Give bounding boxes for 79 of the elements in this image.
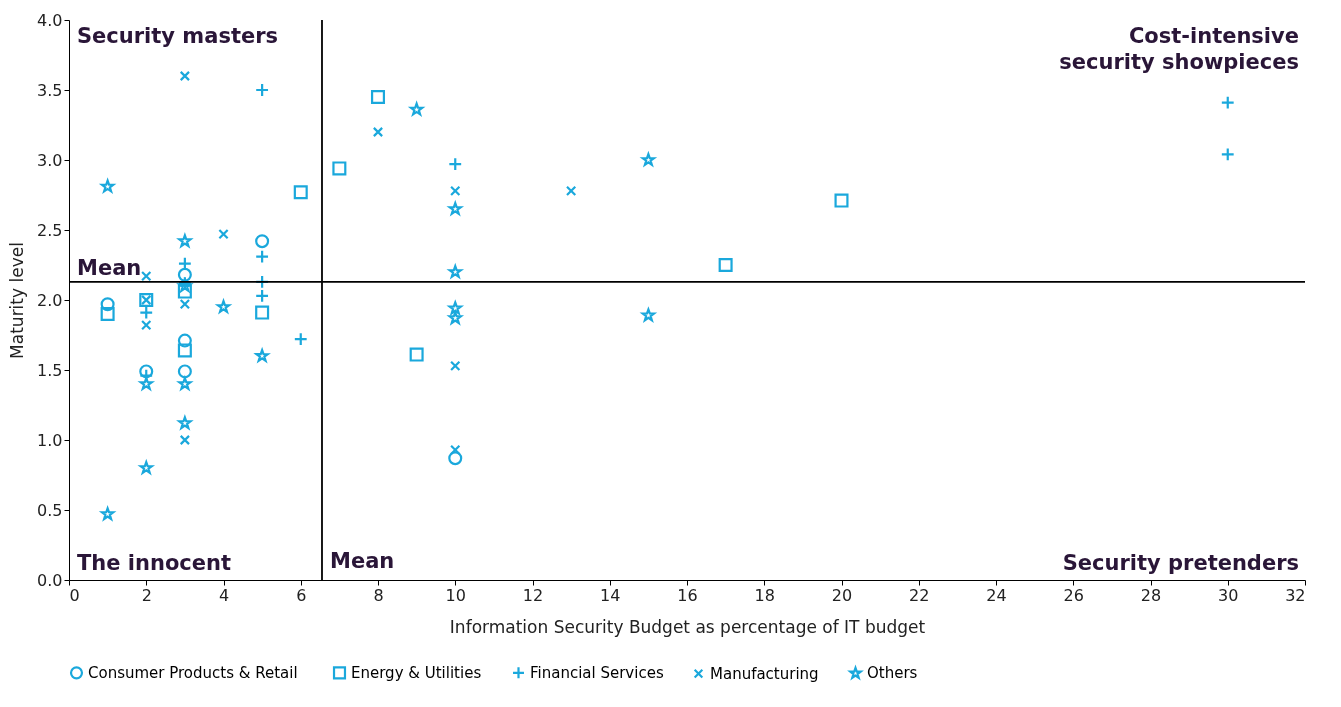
x-tick-label: 8 xyxy=(373,585,384,605)
point xyxy=(446,309,464,326)
point xyxy=(177,343,192,358)
y-tick-label: 3.0 xyxy=(37,150,63,170)
x-axis-title: Information Security Budget as percentage of IT budget xyxy=(449,616,926,637)
point xyxy=(718,257,733,273)
point xyxy=(255,234,270,249)
x-tick-label: 28 xyxy=(1140,585,1162,605)
point xyxy=(177,364,192,379)
point xyxy=(332,161,347,176)
point xyxy=(99,177,117,194)
point xyxy=(100,297,115,312)
annotation: Cost-intensive security showpieces xyxy=(1059,24,1299,74)
x-tick-label: 18 xyxy=(754,585,775,605)
x-tick-label: 12 xyxy=(522,585,544,605)
y-tick-label: 2.0 xyxy=(37,290,63,310)
x-tick-label: 14 xyxy=(600,585,621,605)
point xyxy=(372,126,384,138)
point xyxy=(179,298,191,310)
y-tick-label: 3.5 xyxy=(37,80,63,100)
x-tick-label: 20 xyxy=(831,585,853,605)
point xyxy=(639,151,657,168)
point xyxy=(177,333,192,348)
point xyxy=(177,267,192,282)
point xyxy=(446,200,464,217)
legend-label: Others xyxy=(867,664,918,683)
point xyxy=(639,306,657,323)
legend-label: Manufacturing xyxy=(710,664,819,683)
point xyxy=(446,299,464,316)
legend-label: Energy & Utilities xyxy=(351,663,482,682)
x-tick-label: 30 xyxy=(1218,585,1239,605)
point xyxy=(409,347,424,362)
y-tick-label: 2.5 xyxy=(37,220,63,240)
legend-label: Financial Services xyxy=(530,663,664,682)
y-tick-label: 1.5 xyxy=(37,360,63,380)
point xyxy=(179,434,191,446)
point xyxy=(834,193,849,208)
point xyxy=(137,459,155,476)
point xyxy=(139,364,154,379)
x-tick-label: 24 xyxy=(986,585,1007,605)
x-tick-label: 6 xyxy=(296,585,307,605)
point xyxy=(446,263,464,280)
point xyxy=(141,319,152,331)
x-tick-label: 2 xyxy=(141,585,152,605)
x-tick-label: 22 xyxy=(909,585,930,605)
point xyxy=(448,451,463,466)
point xyxy=(141,270,152,282)
annotation: Security masters xyxy=(77,24,279,48)
point xyxy=(370,89,386,105)
point xyxy=(177,284,192,299)
y-tick-label: 0.5 xyxy=(37,500,63,520)
point xyxy=(408,100,426,117)
point xyxy=(100,306,115,322)
point xyxy=(565,185,577,197)
point xyxy=(450,360,461,372)
x-tick-label: 32 xyxy=(1285,585,1306,605)
annotation: Security pretenders xyxy=(1062,551,1299,575)
legend-label: Consumer Products & Retail xyxy=(88,663,298,682)
point xyxy=(137,376,155,392)
point xyxy=(179,70,191,82)
y-axis-title: Maturity level xyxy=(7,242,28,359)
point xyxy=(293,185,308,200)
x-tick-label: 26 xyxy=(1063,585,1084,605)
y-tick-label: 0.0 xyxy=(37,570,63,590)
point xyxy=(214,298,233,315)
x-tick-label: 10 xyxy=(445,585,466,605)
y-tick-label: 4.0 xyxy=(37,10,63,30)
point xyxy=(218,228,229,240)
x-tick-label: 0 xyxy=(69,585,80,605)
point xyxy=(450,444,461,456)
ref-line-label: Mean xyxy=(77,255,142,280)
x-tick-label: 16 xyxy=(677,585,698,605)
ref-line-label: Mean xyxy=(329,549,395,573)
point xyxy=(99,505,117,522)
x-tick-label: 4 xyxy=(218,585,230,605)
point xyxy=(255,305,270,320)
y-tick-label: 1.0 xyxy=(37,430,63,450)
annotation: The innocent xyxy=(77,551,232,575)
point xyxy=(450,185,461,197)
